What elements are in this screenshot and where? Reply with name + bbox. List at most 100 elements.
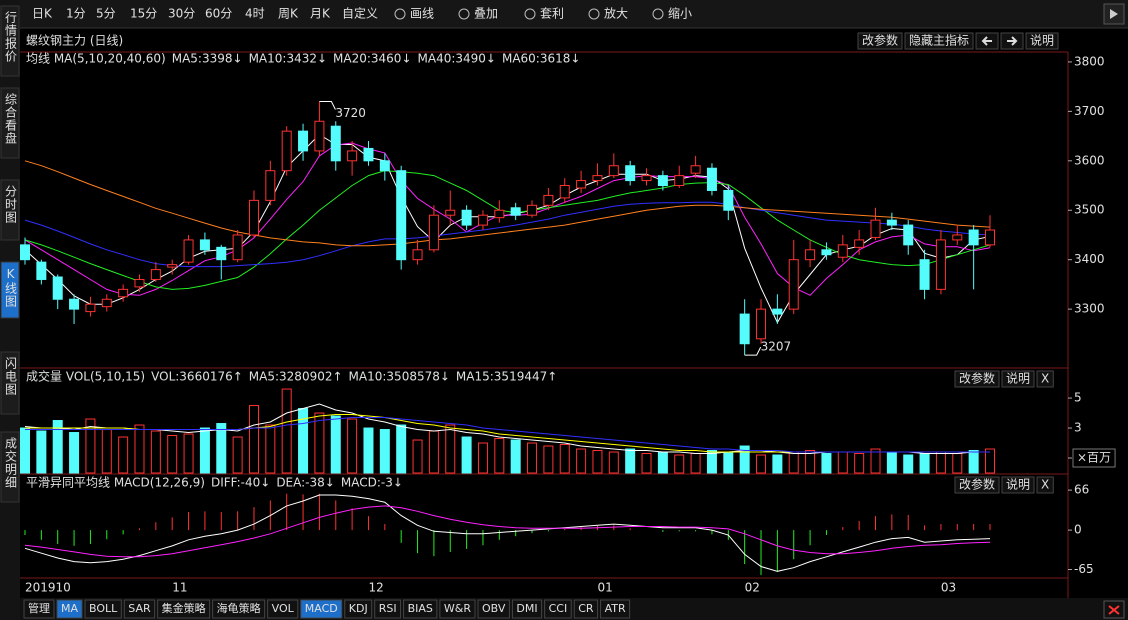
volume-bar [690, 453, 701, 474]
volume-bar [706, 450, 717, 474]
scroll-arrow [1110, 9, 1118, 19]
bottom-tab[interactable] [56, 599, 83, 619]
candle-body [657, 175, 668, 187]
panel-button-label: 改参数 [862, 33, 898, 48]
candle-body [216, 246, 227, 261]
toolbar-item[interactable]: 画线 [410, 7, 434, 21]
legend-entry: 成交量 VOL(5,10,15) [26, 369, 145, 384]
panel-button[interactable] [857, 32, 903, 50]
toolbar-item[interactable]: 1分 [66, 7, 86, 21]
side-tab[interactable] [0, 431, 20, 503]
candle-body [101, 298, 112, 308]
toolbar-item[interactable]: 日K [32, 7, 53, 21]
unit-label: ×百万 [1077, 451, 1111, 465]
candle-body [985, 229, 995, 246]
bottom-tab[interactable] [544, 599, 572, 619]
toolbar-item[interactable]: 套利 [540, 7, 564, 21]
volume-bar [527, 442, 538, 474]
panel-button-label: 说明 [1030, 33, 1054, 48]
toolbar-item[interactable]: 自定义 [342, 6, 378, 21]
candle-body [756, 308, 767, 340]
y-tick-label: 3400 [1074, 252, 1105, 266]
x-tick-label: 02 [745, 581, 760, 595]
toolbar-item[interactable]: 15分 [130, 7, 157, 21]
bottom-tab[interactable] [212, 599, 266, 619]
bottom-tab[interactable] [300, 599, 343, 619]
volume-bar [379, 429, 390, 474]
candle-body [477, 214, 488, 226]
volume-bar [150, 430, 161, 474]
panel-button[interactable] [1025, 32, 1059, 50]
bottom-tab[interactable] [84, 599, 122, 619]
candle-body [559, 185, 570, 199]
annotation-leader [319, 100, 336, 110]
candle-body [167, 264, 178, 268]
volume-bar [118, 436, 129, 474]
toolbar-item[interactable]: 30分 [168, 7, 195, 21]
toolbar-item[interactable]: 月K [310, 7, 331, 21]
candle-body [674, 175, 685, 187]
toolbar-item[interactable]: 叠加 [474, 7, 498, 21]
panel-button[interactable] [954, 370, 1000, 388]
bottom-tab[interactable] [511, 599, 543, 619]
bottom-tab[interactable] [439, 599, 476, 619]
side-tab[interactable] [0, 87, 20, 159]
toolbar-item[interactable]: 5分 [96, 7, 116, 21]
volume-bar [101, 429, 112, 474]
y-tick-label: -65 [1074, 562, 1094, 576]
volume-bar [134, 424, 145, 474]
volume-bar [510, 439, 521, 474]
volume-bar [625, 448, 636, 474]
volume-bar [805, 450, 816, 474]
x-tick-label: 01 [597, 581, 612, 595]
legend-entry: 平滑异同平均线 MACD(12,26,9) [26, 476, 205, 490]
side-tab[interactable] [0, 261, 20, 319]
candle-body [788, 259, 799, 310]
toolbar-item[interactable]: 缩小 [668, 6, 692, 21]
side-tab[interactable] [0, 351, 20, 415]
legend-entry: VOL:3660176↑ [151, 370, 243, 384]
panel-button[interactable] [1001, 370, 1035, 388]
bottom-tab[interactable] [344, 599, 373, 619]
volume-bar [412, 439, 423, 474]
bottom-tab[interactable] [23, 599, 55, 619]
volume-bar [494, 438, 505, 474]
bottom-tab[interactable] [267, 599, 299, 619]
panel-button[interactable] [1001, 476, 1035, 494]
bottom-tab[interactable] [573, 599, 599, 619]
candle-body [85, 303, 96, 313]
toolbar-item[interactable]: 周K [278, 7, 299, 21]
side-tab[interactable] [0, 179, 20, 241]
volume-bar [199, 427, 210, 474]
candle-body [919, 259, 930, 290]
arrow-icon [1007, 36, 1018, 46]
panel-button[interactable] [1036, 476, 1054, 494]
bottom-tab[interactable] [403, 599, 438, 619]
bottom-tab[interactable] [157, 599, 211, 619]
panel-button-label: 说明 [1006, 371, 1030, 386]
candle-body [625, 165, 636, 182]
volume-bar [854, 453, 865, 474]
panel-button[interactable] [954, 476, 1000, 494]
side-tab-label: 闪电图 [4, 357, 18, 396]
chart-title: 螺纹钢主力 (日线) [26, 34, 123, 48]
volume-bar [461, 436, 472, 474]
legend-entry: MA10:3432↓ [249, 52, 327, 66]
toolbar-item[interactable]: 60分 [205, 7, 232, 21]
y-tick-label: 3800 [1074, 54, 1105, 68]
side-tab[interactable] [0, 5, 20, 77]
bottom-tab[interactable] [374, 599, 402, 619]
x-tick-label: 03 [941, 581, 956, 595]
candle-body [445, 209, 456, 216]
bottom-tab[interactable] [477, 599, 510, 619]
toolbar-icon [458, 8, 470, 20]
volume-bar [985, 448, 995, 474]
bottom-tab[interactable] [123, 599, 156, 619]
toolbar-item[interactable]: 4时 [245, 7, 265, 21]
candle-body [118, 288, 129, 298]
candle-body [183, 239, 194, 263]
bottom-tab[interactable] [600, 599, 631, 619]
toolbar-item[interactable]: 放大 [604, 6, 628, 21]
panel-button[interactable] [1036, 370, 1054, 388]
panel-button[interactable] [904, 32, 974, 50]
